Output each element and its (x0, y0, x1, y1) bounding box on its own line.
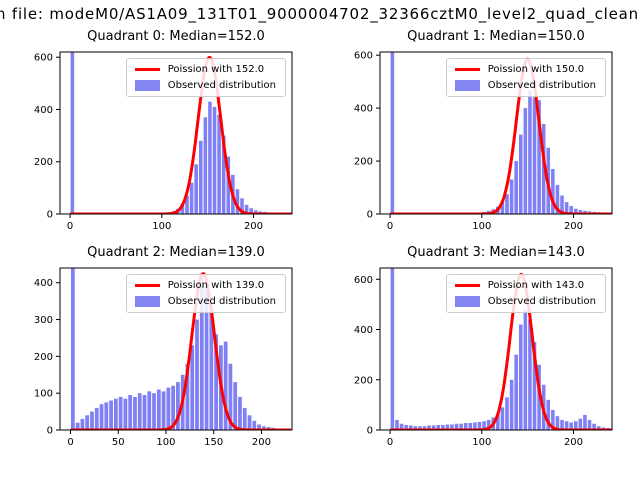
observed-patch-swatch (134, 296, 160, 307)
quadrant-0-subplot: Quadrant 0: Median=152.0 0 100 200 0 200 400 6… (0, 28, 320, 244)
svg-text:400: 400 (354, 325, 373, 336)
observed-patch-swatch (454, 80, 480, 91)
svg-text:200: 200 (244, 221, 263, 232)
legend-row-poisson: Poission with 139.0 (134, 280, 276, 291)
figure-suptitle: n file: modeM0/AS1A09_131T01_9000004702_… (0, 5, 639, 23)
quadrant-0-plot: 0 100 200 0 200 400 600 (34, 51, 293, 232)
quadrant-1-title: Quadrant 1: Median=150.0 (407, 29, 585, 44)
svg-text:600: 600 (354, 275, 373, 286)
quadrant-0-legend: Poission with 152.0 Observed distributio… (125, 58, 286, 97)
subplot-grid: Quadrant 0: Median=152.0 0 100 200 0 200 400 6… (0, 28, 640, 480)
svg-text:0: 0 (67, 221, 73, 232)
quadrant-2-legend: Poission with 139.0 Observed distributio… (125, 274, 286, 313)
svg-text:100: 100 (156, 437, 175, 448)
svg-text:0: 0 (367, 426, 373, 437)
poisson-line-swatch (134, 68, 160, 71)
poisson-legend-label: Poission with 143.0 (487, 280, 585, 291)
svg-text:50: 50 (112, 437, 125, 448)
svg-text:100: 100 (152, 221, 171, 232)
svg-text:150: 150 (204, 437, 223, 448)
svg-text:200: 200 (34, 352, 53, 363)
observed-patch-swatch (454, 296, 480, 307)
svg-text:100: 100 (34, 389, 53, 400)
observed-legend-label: Observed distribution (167, 296, 276, 307)
quadrant-3-subplot: Quadrant 3: Median=143.0 0 100 200 0 200 400 6… (320, 244, 640, 460)
quadrant-1-plot: 0 100 200 0 200 400 600 (354, 51, 613, 232)
svg-text:0: 0 (367, 210, 373, 221)
quadrant-2-subplot: Quadrant 2: Median=139.0 0 50 100 150 200 0 10… (0, 244, 320, 460)
svg-text:200: 200 (564, 221, 583, 232)
quadrant-2-title: Quadrant 2: Median=139.0 (87, 245, 265, 260)
svg-text:100: 100 (472, 437, 491, 448)
svg-text:0: 0 (387, 437, 393, 448)
observed-legend-label: Observed distribution (487, 80, 596, 91)
poisson-legend-label: Poission with 150.0 (487, 64, 585, 75)
poisson-line-swatch (454, 284, 480, 287)
svg-text:200: 200 (354, 157, 373, 168)
legend-row-observed: Observed distribution (134, 80, 276, 91)
svg-text:200: 200 (564, 437, 583, 448)
quadrant-3-plot: 0 100 200 0 200 400 600 (354, 267, 613, 448)
svg-text:600: 600 (354, 51, 373, 62)
svg-text:300: 300 (34, 315, 53, 326)
quadrant-0-title: Quadrant 0: Median=152.0 (87, 29, 265, 44)
quadrant-1-legend: Poission with 150.0 Observed distributio… (445, 58, 606, 97)
poisson-line-swatch (134, 284, 160, 287)
poisson-legend-label: Poission with 152.0 (167, 64, 265, 75)
observed-patch-swatch (134, 80, 160, 91)
quadrant-1-subplot: Quadrant 1: Median=150.0 0 100 200 0 200 400 6… (320, 28, 640, 244)
svg-text:400: 400 (354, 104, 373, 115)
observed-legend-label: Observed distribution (167, 80, 276, 91)
svg-text:200: 200 (252, 437, 271, 448)
quadrant-2-plot: 0 50 100 150 200 0 100 200 300 400 (34, 267, 293, 448)
svg-text:400: 400 (34, 278, 53, 289)
quadrant-3-title: Quadrant 3: Median=143.0 (407, 245, 585, 260)
poisson-line-swatch (454, 68, 480, 71)
svg-text:0: 0 (387, 221, 393, 232)
legend-row-observed: Observed distribution (134, 296, 276, 307)
svg-text:600: 600 (34, 53, 53, 64)
legend-row-observed: Observed distribution (454, 80, 596, 91)
svg-text:0: 0 (47, 426, 53, 437)
quadrant-3-legend: Poission with 143.0 Observed distributio… (445, 274, 606, 313)
observed-legend-label: Observed distribution (487, 296, 596, 307)
svg-text:0: 0 (47, 210, 53, 221)
poisson-legend-label: Poission with 139.0 (167, 280, 265, 291)
svg-text:400: 400 (34, 105, 53, 116)
legend-row-poisson: Poission with 152.0 (134, 64, 276, 75)
legend-row-poisson: Poission with 150.0 (454, 64, 596, 75)
svg-text:100: 100 (472, 221, 491, 232)
svg-text:0: 0 (67, 437, 73, 448)
legend-row-observed: Observed distribution (454, 296, 596, 307)
svg-text:200: 200 (34, 157, 53, 168)
svg-text:200: 200 (354, 375, 373, 386)
legend-row-poisson: Poission with 143.0 (454, 280, 596, 291)
